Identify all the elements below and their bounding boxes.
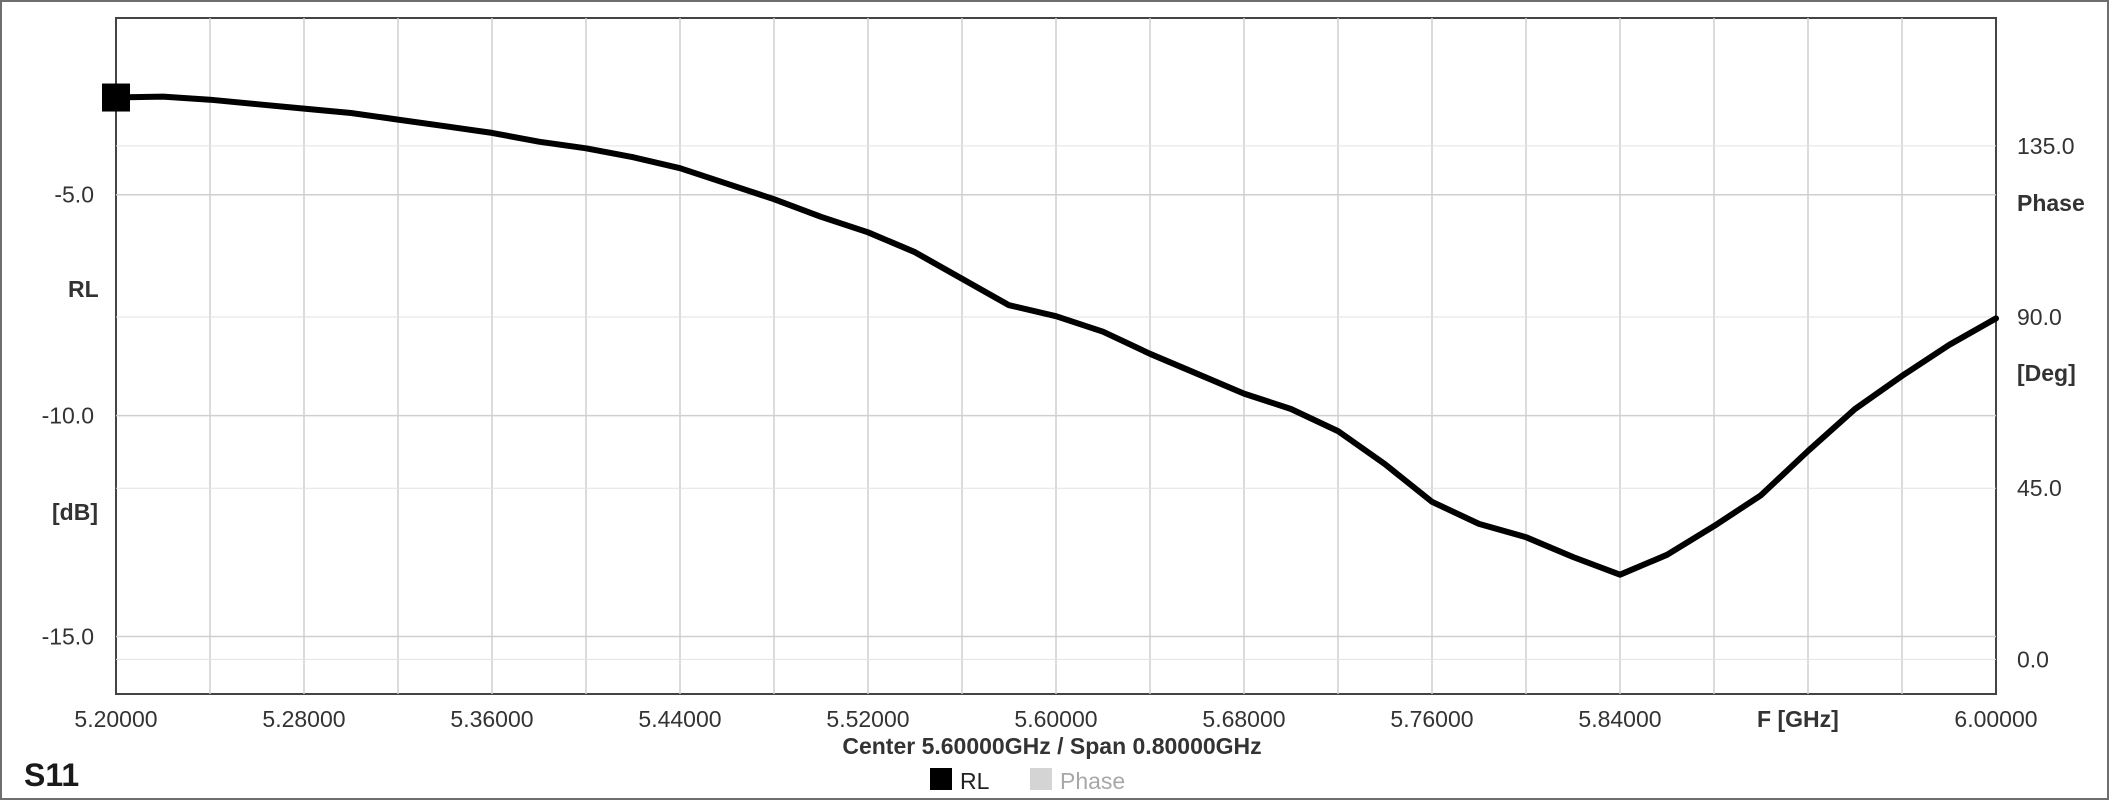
- y-right-tick-label: 45.0: [2017, 475, 2062, 501]
- rl-marker: [102, 83, 130, 112]
- y-left-tick-labels: -5.0 -10.0 -15.0: [42, 182, 94, 650]
- y-left-label-db: [dB]: [52, 499, 98, 525]
- y-right-tick-label: 0.0: [2017, 646, 2049, 672]
- x-tick-label: 5.76000: [1390, 706, 1473, 732]
- y-right-label-deg: [Deg]: [2017, 360, 2076, 386]
- y-left-label-rl: RL: [68, 276, 99, 302]
- y-left-tick-label: -15.0: [42, 624, 94, 650]
- legend: RL Phase: [930, 768, 1125, 794]
- x-tick-labels: 5.20000 5.28000 5.36000 5.44000 5.52000 5.600…: [74, 706, 2037, 732]
- x-tick-label: 5.60000: [1014, 706, 1097, 732]
- x-tick-label: 5.36000: [450, 706, 533, 732]
- x-tick-label: 5.28000: [262, 706, 345, 732]
- y-right-tick-label: 90.0: [2017, 304, 2062, 330]
- legend-label-rl: RL: [960, 768, 990, 794]
- y-right-label-phase: Phase: [2017, 190, 2085, 216]
- y-right-tick-label: 135.0: [2017, 133, 2075, 159]
- series-line-rl: [113, 93, 1999, 578]
- x-tick-label: 5.68000: [1202, 706, 1285, 732]
- x-tick-label: 5.52000: [826, 706, 909, 732]
- x-tick-label: 5.20000: [74, 706, 157, 732]
- series-layer: [102, 83, 1999, 578]
- x-tick-label: 5.84000: [1578, 706, 1661, 732]
- legend-label-phase: Phase: [1060, 768, 1125, 794]
- x-tick-label: 6.00000: [1954, 706, 2037, 732]
- y-left-tick-label: -5.0: [54, 182, 94, 208]
- legend-swatch-rl: [930, 768, 952, 790]
- y-left-tick-label: -10.0: [42, 403, 94, 429]
- vertical-gridlines: [209, 18, 1903, 694]
- x-tick-label: 5.44000: [638, 706, 721, 732]
- x-axis-label: F [GHz]: [1757, 706, 1839, 732]
- center-span-text: Center 5.60000GHz / Span 0.80000GHz: [842, 733, 1261, 759]
- y-right-tick-labels: 135.0 90.0 45.0 0.0: [2017, 133, 2075, 673]
- legend-swatch-phase: [1030, 768, 1052, 790]
- chart-title-s11: S11: [24, 757, 79, 793]
